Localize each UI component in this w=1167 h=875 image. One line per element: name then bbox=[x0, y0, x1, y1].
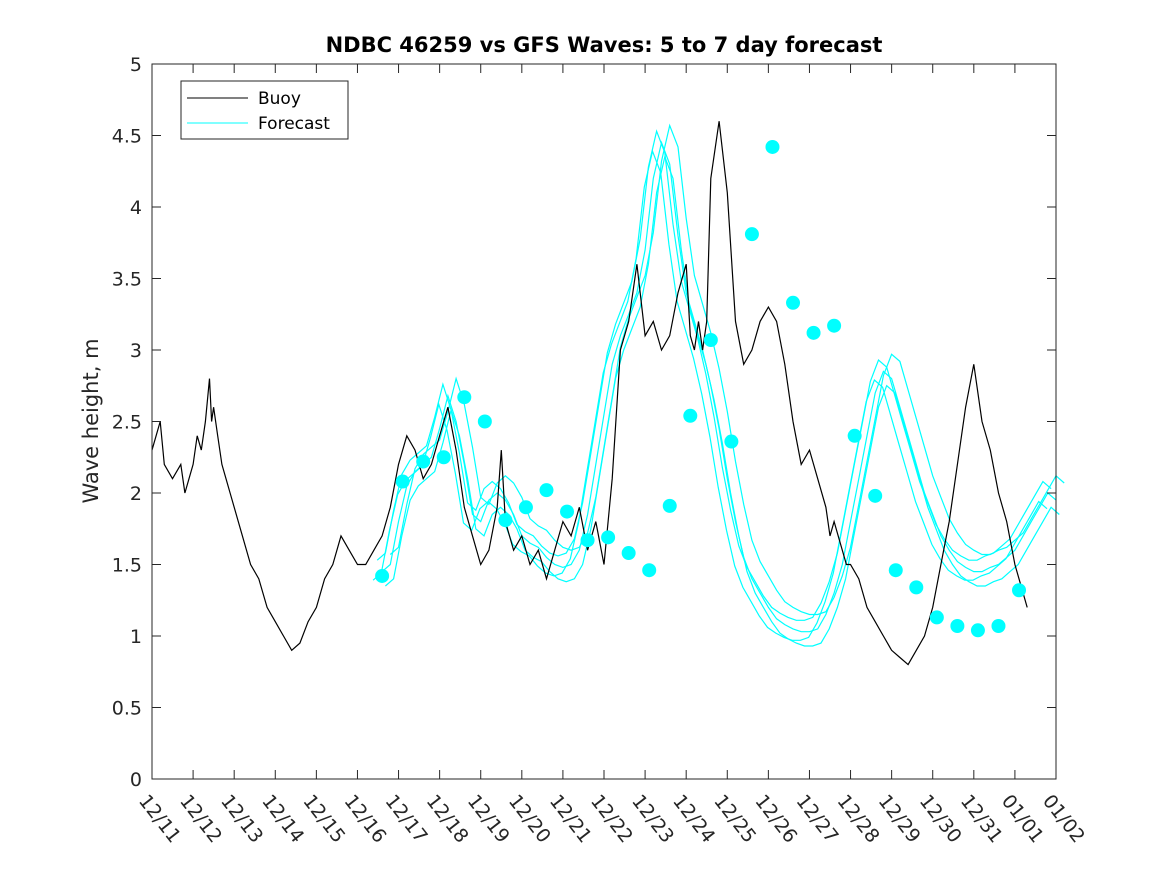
forecast-marker bbox=[436, 450, 451, 465]
forecast-marker bbox=[909, 580, 924, 595]
forecast-marker bbox=[847, 428, 862, 443]
y-tick-label: 0.5 bbox=[112, 698, 142, 720]
forecast-marker bbox=[375, 568, 390, 583]
forecast-marker bbox=[1012, 583, 1027, 598]
y-tick-label: 2 bbox=[130, 483, 142, 505]
forecast-marker bbox=[560, 504, 575, 519]
plot-area bbox=[151, 121, 1065, 666]
forecast-marker bbox=[477, 414, 492, 429]
forecast-line-5 bbox=[381, 140, 1057, 633]
forecast-marker bbox=[970, 623, 985, 638]
forecast-marker bbox=[765, 139, 780, 154]
y-tick-label: 5 bbox=[130, 54, 142, 76]
forecast-marker bbox=[621, 546, 636, 561]
forecast-marker bbox=[580, 533, 595, 548]
y-tick-label: 3.5 bbox=[112, 269, 142, 291]
forecast-line-2 bbox=[385, 154, 1060, 647]
forecast-marker bbox=[457, 390, 472, 405]
forecast-marker bbox=[662, 498, 677, 513]
forecast-marker bbox=[888, 563, 903, 578]
legend-box bbox=[180, 80, 349, 140]
forecast-marker bbox=[683, 408, 698, 423]
y-tick-label: 4 bbox=[130, 197, 142, 219]
forecast-marker bbox=[601, 530, 616, 545]
y-axis-label: Wave height, m bbox=[79, 338, 103, 503]
forecast-marker bbox=[991, 618, 1006, 633]
forecast-marker bbox=[539, 483, 554, 498]
forecast-marker bbox=[744, 227, 759, 242]
forecast-marker bbox=[929, 610, 944, 625]
forecast-line-4 bbox=[372, 149, 1048, 641]
forecast-marker bbox=[806, 325, 821, 340]
forecast-marker bbox=[703, 332, 718, 347]
forecast-marker bbox=[416, 454, 431, 469]
forecast-marker bbox=[868, 488, 883, 503]
forecast-marker bbox=[518, 500, 533, 515]
legend: Buoy Forecast bbox=[180, 80, 349, 140]
legend-label-buoy: Buoy bbox=[258, 89, 301, 109]
forecast-marker bbox=[642, 563, 657, 578]
forecast-marker bbox=[786, 295, 801, 310]
forecast-marker bbox=[395, 474, 410, 489]
forecast-marker bbox=[950, 618, 965, 633]
legend-label-forecast: Forecast bbox=[258, 114, 330, 134]
forecast-marker bbox=[724, 434, 739, 449]
buoy-line bbox=[151, 121, 1028, 666]
chart-title: NDBC 46259 vs GFS Waves: 5 to 7 day fore… bbox=[326, 33, 883, 57]
forecast-marker bbox=[498, 513, 513, 528]
y-tick-label: 1.5 bbox=[112, 555, 142, 577]
y-tick-label: 2.5 bbox=[112, 412, 142, 434]
forecast-marker bbox=[827, 318, 842, 333]
y-tick-label: 3 bbox=[130, 340, 142, 362]
y-tick-label: 0 bbox=[130, 769, 142, 791]
y-tick-label: 4.5 bbox=[112, 126, 142, 148]
y-tick-label: 1 bbox=[130, 626, 142, 648]
